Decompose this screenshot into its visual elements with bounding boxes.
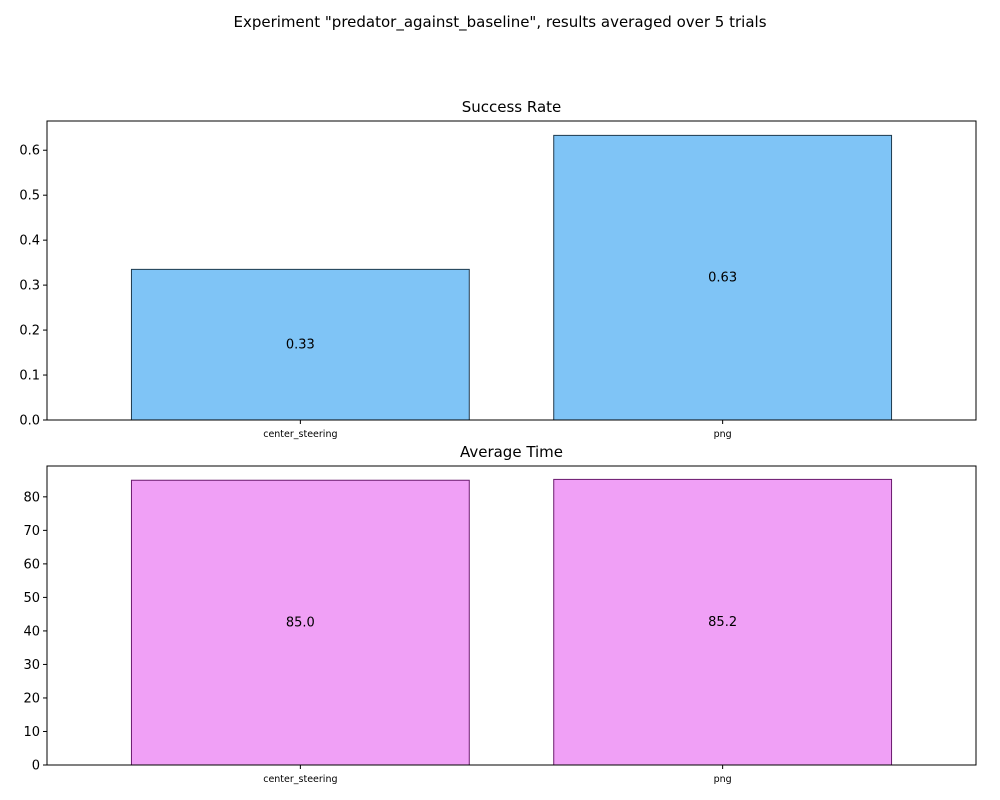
bar-center-steering (130, 479, 470, 766)
bar-value-label: 0.33 (286, 338, 315, 353)
chart-success-rate: Success Rate 0.33 center_steering 0.63 png 0.… (19, 98, 977, 440)
bar-value-label: 85.0 (286, 616, 315, 631)
bar-value-label: 0.63 (708, 271, 737, 286)
y-tick-label: 0.3 (19, 279, 40, 294)
y-tick-label: 0.5 (19, 189, 40, 204)
figure-suptitle: Experiment "predator_against_baseline", … (233, 13, 767, 31)
plot-frame (46, 465, 977, 766)
y-tick-label: 40 (23, 624, 40, 639)
y-tick-label: 0.4 (19, 234, 40, 249)
y-tick-label: 30 (23, 658, 40, 673)
y-tick-label: 0.0 (19, 414, 40, 429)
y-tick-label: 60 (23, 557, 40, 572)
bar-value-label: 85.2 (708, 615, 737, 630)
x-tick-label: png (714, 774, 732, 785)
y-tick-label: 80 (23, 490, 40, 505)
y-tick-label: 10 (23, 725, 40, 740)
y-tick-label: 20 (23, 691, 40, 706)
x-tick-label: center_steering (263, 774, 337, 785)
plot-frame (46, 120, 977, 421)
chart-title: Average Time (460, 443, 563, 461)
y-tick-label: 0 (32, 759, 40, 774)
bar-center-steering (130, 268, 470, 421)
y-tick-label: 70 (23, 524, 40, 539)
y-tick-label: 0.6 (19, 144, 40, 159)
chart-average-time: Average Time 85.0 center_steering 85.2 png 0 1… (23, 443, 977, 785)
y-tick-label: 0.1 (19, 369, 40, 384)
chart-title: Success Rate (462, 98, 562, 116)
x-tick-label: center_steering (263, 429, 337, 440)
bar-png (553, 478, 893, 766)
x-tick-label: png (714, 429, 732, 440)
y-tick-label: 0.2 (19, 324, 40, 339)
y-tick-label: 50 (23, 591, 40, 606)
